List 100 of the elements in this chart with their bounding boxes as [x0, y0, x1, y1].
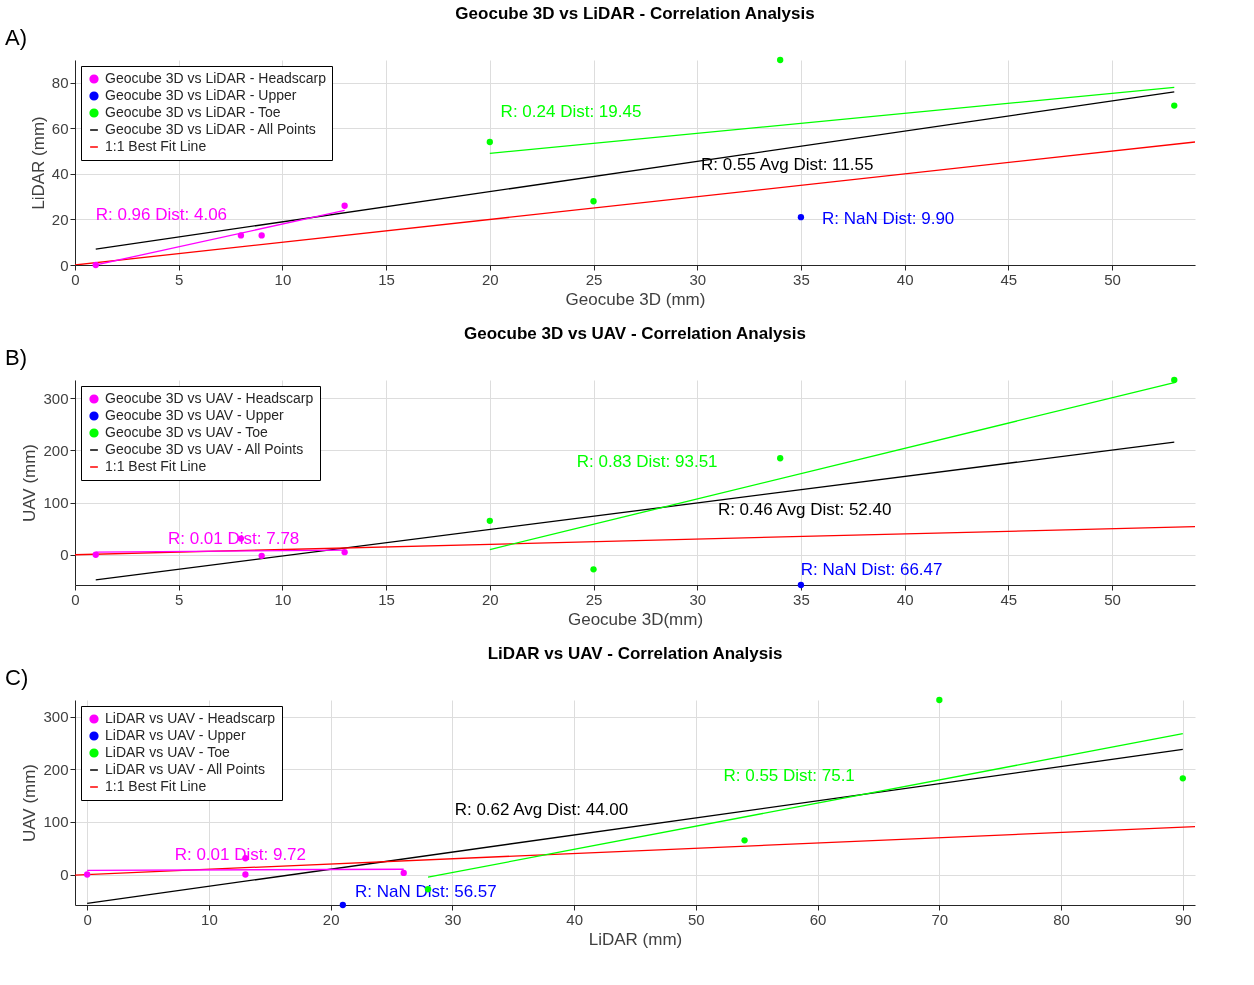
- x-tick-label: 30: [689, 590, 707, 608]
- x-axis-title: LiDAR (mm): [588, 929, 683, 949]
- legend-label: LiDAR vs UAV - All Points: [105, 761, 266, 777]
- x-tick-label: 0: [83, 910, 92, 928]
- x-tick-label: 40: [896, 590, 914, 608]
- point: [237, 232, 245, 239]
- annotation: R: 0.24 Dist: 19.45: [500, 102, 642, 122]
- x-tick-label: 20: [322, 910, 340, 928]
- annotation: R: 0.96 Dist: 4.06: [95, 204, 228, 224]
- y-tick-label: 100: [43, 813, 69, 831]
- legend-label: LiDAR vs UAV - Toe: [105, 744, 230, 760]
- x-tick-label: 60: [809, 910, 827, 928]
- x-tick-label: 40: [896, 270, 914, 288]
- point: [741, 837, 748, 844]
- x-axis-title: Geocube 3D (mm): [565, 289, 706, 309]
- x-tick-label: 25: [585, 270, 603, 288]
- annotation: R: 0.62 Avg Dist: 44.00: [454, 800, 629, 820]
- annotation: R: NaN Dist: 66.47: [800, 560, 943, 580]
- x-tick-label: 10: [274, 270, 292, 288]
- legend-label: Geocube 3D vs UAV - All Points: [105, 441, 304, 457]
- point: [92, 551, 99, 558]
- x-tick-label: 10: [201, 910, 218, 928]
- legend-label: Geocube 3D vs UAV - Toe: [105, 424, 269, 440]
- chart-title: Geocube 3D vs UAV - Correlation Analysis: [464, 324, 806, 343]
- point: [400, 869, 407, 877]
- point: [339, 901, 346, 909]
- x-tick-label: 15: [378, 590, 395, 608]
- y-tick-label: 20: [51, 210, 69, 228]
- point: [1179, 775, 1186, 782]
- x-tick-label: 50: [688, 910, 705, 928]
- point: [258, 232, 265, 239]
- x-tick-label: 0: [71, 270, 80, 288]
- x-tick-label: 5: [175, 590, 184, 608]
- point: [486, 517, 493, 524]
- y-axis-title: UAV (mm): [20, 443, 40, 523]
- text: A): [5, 25, 27, 50]
- y-tick-label: 300: [43, 389, 69, 407]
- annotation: R: 0.01 Dist: 9.72: [174, 844, 307, 864]
- point: [936, 696, 943, 704]
- legend-label: LiDAR vs UAV - Upper: [105, 727, 246, 743]
- legend-label: Geocube 3D vs LiDAR - Headscarp: [105, 70, 327, 86]
- point: [258, 552, 265, 559]
- x-tick-label: 35: [793, 590, 810, 608]
- chart-title: Geocube 3D vs LiDAR - Correlation Analysis: [455, 4, 815, 23]
- y-tick-label: 200: [43, 441, 69, 459]
- y-tick-label: 300: [43, 708, 69, 726]
- y-tick-label: 0: [60, 866, 69, 884]
- x-tick-label: 30: [689, 270, 707, 288]
- legend-label: Geocube 3D vs UAV - Headscarp: [105, 390, 314, 406]
- x-tick-label: 10: [274, 590, 292, 608]
- annotation: R: 0.83 Dist: 93.51: [576, 451, 718, 471]
- y-tick-label: 100: [43, 494, 69, 512]
- y-tick-label: 0: [60, 256, 69, 274]
- x-tick-label: 40: [566, 910, 583, 928]
- x-tick-label: 50: [1104, 590, 1121, 608]
- point: [486, 138, 493, 146]
- x-tick-label: 35: [793, 270, 810, 288]
- y-axis-title: UAV (mm): [20, 763, 40, 843]
- chart-title: LiDAR vs UAV - Correlation Analysis: [487, 644, 783, 663]
- text: B): [5, 345, 27, 370]
- x-tick-label: 45: [1000, 590, 1018, 608]
- legend-label: 1:1 Best Fit Line: [105, 138, 207, 154]
- legend-label: Geocube 3D vs UAV - Upper: [105, 407, 285, 423]
- text: C): [5, 665, 29, 690]
- legend-label: 1:1 Best Fit Line: [105, 458, 207, 474]
- legend-label: Geocube 3D vs LiDAR - Toe: [105, 104, 281, 120]
- x-tick-label: 0: [71, 590, 80, 608]
- annotation: R: NaN Dist: 9.90: [822, 209, 955, 229]
- x-tick-label: 30: [444, 910, 462, 928]
- point: [242, 871, 249, 878]
- point: [341, 202, 348, 209]
- legend-label: LiDAR vs UAV - Headscarp: [105, 710, 276, 726]
- point: [590, 198, 597, 205]
- y-tick-label: 0: [60, 546, 69, 564]
- x-tick-label: 25: [585, 590, 603, 608]
- y-axis-title: LiDAR (mm): [28, 116, 48, 210]
- point: [777, 455, 784, 462]
- point: [1171, 376, 1178, 384]
- point: [84, 871, 91, 878]
- annotation: R: 0.46 Avg Dist: 52.40: [717, 499, 892, 519]
- legend-label: Geocube 3D vs LiDAR - All Points: [105, 121, 316, 137]
- y-tick-label: 80: [51, 74, 69, 92]
- x-tick-label: 20: [481, 590, 499, 608]
- x-axis-title: Geocube 3D(mm): [567, 609, 704, 629]
- legend-label: 1:1 Best Fit Line: [105, 778, 207, 794]
- point: [341, 548, 348, 556]
- y-tick-label: 40: [51, 165, 69, 183]
- x-tick-label: 70: [931, 910, 949, 928]
- x-tick-label: 90: [1174, 910, 1192, 928]
- point: [777, 56, 784, 64]
- x-tick-label: 20: [481, 270, 499, 288]
- legend-label: Geocube 3D vs LiDAR - Upper: [105, 87, 297, 103]
- x-tick-label: 5: [175, 270, 184, 288]
- y-tick-label: 60: [51, 119, 69, 137]
- annotation: R: 0.55 Dist: 75.1: [723, 765, 855, 785]
- point: [797, 214, 805, 221]
- x-tick-label: 50: [1104, 270, 1121, 288]
- y-tick-label: 200: [43, 760, 69, 778]
- point: [797, 581, 805, 589]
- x-tick-label: 15: [378, 270, 395, 288]
